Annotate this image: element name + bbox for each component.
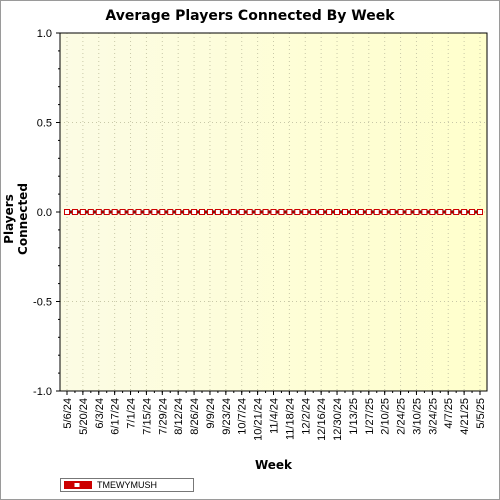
data-point — [71, 209, 78, 215]
x-tick-label: 4/21/25 — [459, 398, 471, 435]
data-point — [278, 209, 285, 215]
x-tick-label: 5/20/24 — [78, 398, 90, 435]
data-point — [334, 209, 341, 215]
data-point — [318, 209, 325, 215]
x-tick-label: 10/21/24 — [253, 398, 265, 441]
data-point — [119, 209, 126, 215]
data-point — [286, 209, 293, 215]
data-point — [469, 209, 476, 215]
data-point — [238, 209, 245, 215]
data-point — [461, 209, 468, 215]
legend-label: TMEWYMUSH — [97, 480, 157, 490]
data-point — [373, 209, 380, 215]
x-tick-label: 2/10/25 — [380, 398, 392, 435]
data-point — [183, 209, 190, 215]
data-point — [437, 209, 444, 215]
data-point — [254, 209, 261, 215]
x-tick-label: 9/23/24 — [221, 398, 233, 435]
data-point — [230, 209, 237, 215]
data-point — [365, 209, 372, 215]
x-tick-label: 12/16/24 — [316, 398, 328, 441]
chart-title: Average Players Connected By Week — [105, 8, 395, 24]
data-point — [381, 209, 388, 215]
data-point — [127, 209, 134, 215]
data-point — [167, 209, 174, 215]
x-tick-label: 7/1/24 — [126, 398, 138, 429]
data-point — [445, 209, 452, 215]
plot-border — [59, 32, 488, 392]
data-point — [389, 209, 396, 215]
x-tick-label: 5/6/24 — [62, 398, 74, 429]
data-point — [64, 209, 70, 215]
x-tick-label: 1/27/25 — [364, 398, 376, 435]
data-point — [326, 209, 333, 215]
data-point — [95, 209, 102, 215]
x-tick-label: 8/12/24 — [173, 398, 185, 435]
x-tick-label: 5/5/25 — [475, 398, 487, 429]
data-point — [199, 209, 206, 215]
data-point — [302, 209, 309, 215]
data-point — [159, 209, 166, 215]
x-tick-label: 1/13/25 — [348, 398, 360, 435]
legend-swatch-marker — [73, 482, 81, 488]
x-tick-label: 7/29/24 — [157, 398, 169, 435]
data-point — [175, 209, 182, 215]
y-tick-label: -1.0 — [33, 386, 52, 398]
data-point — [477, 209, 483, 215]
data-point — [103, 209, 110, 215]
data-point — [151, 209, 158, 215]
y-tick-label: 0.0 — [37, 207, 52, 219]
x-tick-label: 11/4/24 — [269, 398, 281, 434]
data-point — [357, 209, 364, 215]
y-tick-label: 0.5 — [37, 118, 52, 130]
data-point — [79, 209, 86, 215]
y-tick-labels: 1.0 0.5 0.0 -0.5 -1.0 — [33, 28, 52, 398]
data-point — [206, 209, 213, 215]
data-point — [413, 209, 420, 215]
x-tick-label: 12/2/24 — [300, 398, 312, 435]
data-point — [405, 209, 412, 215]
y-axis-label: Players Connected — [2, 183, 30, 255]
data-point — [310, 209, 317, 215]
x-axis-label: Week — [254, 458, 293, 472]
data-point — [143, 209, 150, 215]
axes — [56, 32, 488, 395]
data-point — [222, 209, 229, 215]
data-point — [246, 209, 253, 215]
x-tick-label: 6/17/24 — [110, 398, 122, 435]
x-tick-label: 6/3/24 — [94, 398, 106, 429]
x-tick-label: 3/24/25 — [427, 398, 439, 435]
data-point — [270, 209, 277, 215]
data-point — [341, 209, 348, 215]
x-tick-label: 10/7/24 — [237, 398, 249, 435]
x-tick-label: 7/15/24 — [141, 398, 153, 435]
legend: TMEWYMUSH — [60, 478, 194, 492]
x-tick-label: 9/9/24 — [205, 398, 217, 429]
x-tick-labels: 5/6/24 5/20/24 6/3/24 6/17/24 7/1/24 7/15/24 7… — [62, 398, 487, 441]
data-point — [87, 209, 94, 215]
x-tick-label: 4/7/25 — [443, 398, 455, 429]
data-point — [262, 209, 269, 215]
x-tick-label: 8/26/24 — [189, 398, 201, 435]
x-tick-label: 3/10/25 — [411, 398, 423, 435]
data-point — [421, 209, 428, 215]
y-tick-label: -0.5 — [33, 297, 52, 309]
data-point — [453, 209, 460, 215]
x-tick-label: 12/30/24 — [332, 398, 344, 441]
data-point — [135, 209, 142, 215]
data-point — [349, 209, 356, 215]
data-point — [397, 209, 404, 215]
legend-swatch — [64, 481, 92, 489]
y-tick-label: 1.0 — [37, 28, 52, 40]
data-point — [111, 209, 118, 215]
x-tick-label: 2/24/25 — [396, 398, 408, 435]
data-point — [191, 209, 198, 215]
data-point — [294, 209, 301, 215]
data-point — [214, 209, 221, 215]
data-point — [429, 209, 436, 215]
x-tick-label: 11/18/24 — [284, 398, 296, 440]
series-layer — [64, 209, 483, 215]
